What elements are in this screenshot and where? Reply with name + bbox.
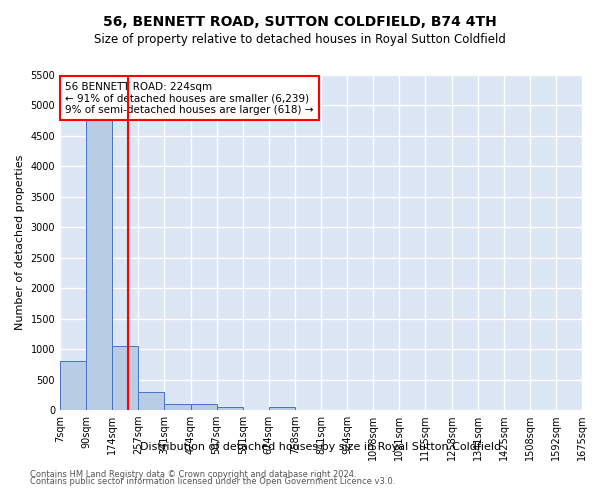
Bar: [269, 407, 295, 410]
Bar: [139, 392, 164, 410]
Text: Contains HM Land Registry data © Crown copyright and database right 2024.: Contains HM Land Registry data © Crown c…: [30, 470, 356, 479]
Text: Distribution of detached houses by size in Royal Sutton Coldfield: Distribution of detached houses by size …: [140, 442, 502, 452]
Text: 56, BENNETT ROAD, SUTTON COLDFIELD, B74 4TH: 56, BENNETT ROAD, SUTTON COLDFIELD, B74 …: [103, 15, 497, 29]
Bar: [86, 100, 112, 410]
Y-axis label: Number of detached properties: Number of detached properties: [15, 155, 25, 330]
Bar: [112, 346, 139, 410]
Bar: [191, 404, 217, 410]
Text: 56 BENNETT ROAD: 224sqm
← 91% of detached houses are smaller (6,239)
9% of semi-: 56 BENNETT ROAD: 224sqm ← 91% of detache…: [65, 82, 314, 115]
Bar: [217, 407, 243, 410]
Text: Contains public sector information licensed under the Open Government Licence v3: Contains public sector information licen…: [30, 478, 395, 486]
Text: Size of property relative to detached houses in Royal Sutton Coldfield: Size of property relative to detached ho…: [94, 32, 506, 46]
Bar: [164, 404, 191, 410]
Bar: [60, 362, 86, 410]
